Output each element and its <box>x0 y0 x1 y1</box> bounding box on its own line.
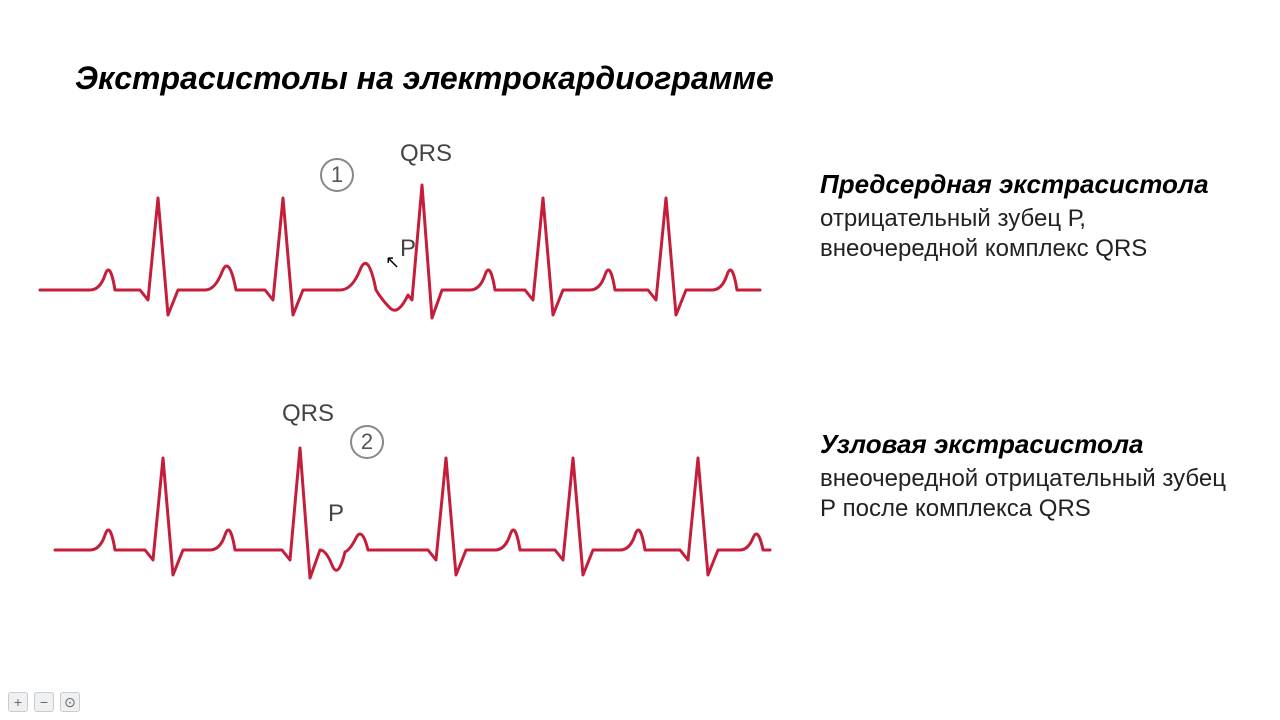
trace-number-2: 2 <box>350 425 384 459</box>
desc-body-1: отрицательный зубец Р, внеочередной комп… <box>820 204 1240 264</box>
desc-title-2: Узловая экстрасистола <box>820 430 1240 460</box>
ecg-block-2: QRS 2 P <box>0 400 800 620</box>
ecg-block-1: QRS 1 P ↖ <box>0 140 800 360</box>
desc-body-2: внеочередной отрицательный зубец Р после… <box>820 464 1240 524</box>
ecg-trace-1: QRS 1 P ↖ <box>0 140 800 360</box>
zoom-out-button[interactable]: − <box>34 692 54 712</box>
description-2: Узловая экстрасистола внеочередной отриц… <box>820 430 1240 524</box>
ecg-trace-2: QRS 2 P <box>0 400 800 620</box>
qrs-label-1: QRS <box>400 140 452 168</box>
qrs-label-2: QRS <box>282 400 334 428</box>
page-title: Экстрасистолы на электрокардиограмме <box>75 60 774 97</box>
description-1: Предсердная экстрасистола отрицательный … <box>820 170 1240 264</box>
viewer-controls: + − ⊙ <box>8 692 80 712</box>
desc-title-1: Предсердная экстрасистола <box>820 170 1240 200</box>
p-label-2: P <box>328 500 344 528</box>
reset-zoom-button[interactable]: ⊙ <box>60 692 80 712</box>
p-label-1: P <box>400 235 416 263</box>
trace-number-1: 1 <box>320 158 354 192</box>
cursor-icon: ↖ <box>385 252 400 273</box>
zoom-in-button[interactable]: + <box>8 692 28 712</box>
